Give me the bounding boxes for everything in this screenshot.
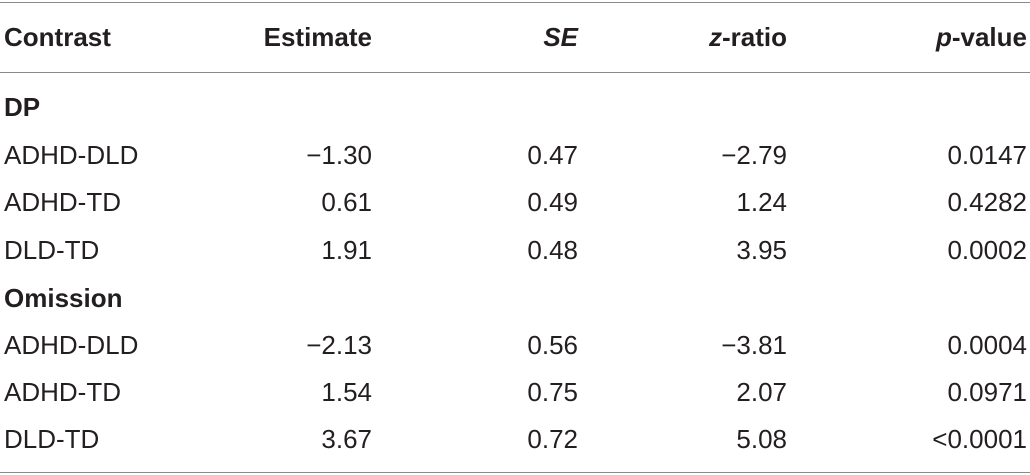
header-z-ratio-italic: z <box>709 22 722 52</box>
table-row: ADHD-TD 1.54 0.75 2.07 0.0971 <box>0 368 1030 416</box>
cell-se: 0.48 <box>527 235 578 265</box>
group-title-row: Omission <box>0 274 1030 322</box>
cell-se: 0.72 <box>527 424 578 454</box>
header-p-value-text: -value <box>951 22 1027 52</box>
header-p-value: p-value <box>936 13 1027 61</box>
cell-contrast: DLD-TD <box>4 424 100 454</box>
cell-p-value: 0.0002 <box>947 235 1027 265</box>
cell-p-value: 0.0147 <box>947 140 1027 170</box>
header-se: SE <box>543 22 578 52</box>
header-p-value-italic: p <box>935 22 952 52</box>
cell-p-value: 0.4282 <box>947 187 1027 217</box>
cell-se: 0.75 <box>527 377 578 407</box>
cell-se: 0.49 <box>527 187 578 217</box>
cell-estimate: 0.61 <box>321 187 372 217</box>
cell-estimate: 3.67 <box>321 424 372 454</box>
cell-estimate: −2.13 <box>306 330 372 360</box>
table-row: ADHD-TD 0.61 0.49 1.24 0.4282 <box>0 178 1030 226</box>
table-bottom-rule <box>0 472 1030 473</box>
cell-contrast: ADHD-DLD <box>4 330 139 360</box>
table-row: ADHD-DLD −1.30 0.47 −2.79 0.0147 <box>0 131 1030 179</box>
table-row: DLD-TD 3.67 0.72 5.08 <0.0001 <box>0 415 1030 463</box>
cell-estimate: 1.54 <box>321 377 372 407</box>
cell-se: 0.56 <box>527 330 578 360</box>
group-title-omission: Omission <box>4 283 123 313</box>
cell-contrast: ADHD-TD <box>4 187 121 217</box>
cell-z-ratio: 5.08 <box>736 424 787 454</box>
cell-z-ratio: −3.81 <box>721 330 787 360</box>
group-title-dp: DP <box>4 92 41 122</box>
table-row: ADHD-DLD −2.13 0.56 −3.81 0.0004 <box>0 321 1030 369</box>
cell-estimate: 1.91 <box>321 235 372 265</box>
cell-se: 0.47 <box>527 140 578 170</box>
table-top-rule <box>0 2 1030 3</box>
cell-p-value: 0.0971 <box>947 377 1027 407</box>
cell-p-value: <0.0001 <box>932 424 1027 454</box>
cell-z-ratio: 3.95 <box>736 235 787 265</box>
cell-estimate: −1.30 <box>306 140 372 170</box>
cell-z-ratio: 1.24 <box>736 187 787 217</box>
cell-contrast: ADHD-DLD <box>4 140 139 170</box>
cell-p-value: 0.0004 <box>947 330 1027 360</box>
header-estimate: Estimate <box>263 22 372 52</box>
group-title-row: DP <box>0 83 1030 131</box>
header-z-ratio-text: -ratio <box>722 22 787 52</box>
cell-z-ratio: −2.79 <box>721 140 787 170</box>
table-header-row: Contrast Estimate SE z-ratio p-value <box>0 13 1030 61</box>
cell-z-ratio: 2.07 <box>736 377 787 407</box>
cell-contrast: DLD-TD <box>4 235 100 265</box>
header-z-ratio: z-ratio <box>709 13 787 61</box>
header-contrast: Contrast <box>4 22 111 52</box>
table-row: DLD-TD 1.91 0.48 3.95 0.0002 <box>0 226 1030 274</box>
cell-contrast: ADHD-TD <box>4 377 121 407</box>
table-header-rule <box>0 72 1030 73</box>
